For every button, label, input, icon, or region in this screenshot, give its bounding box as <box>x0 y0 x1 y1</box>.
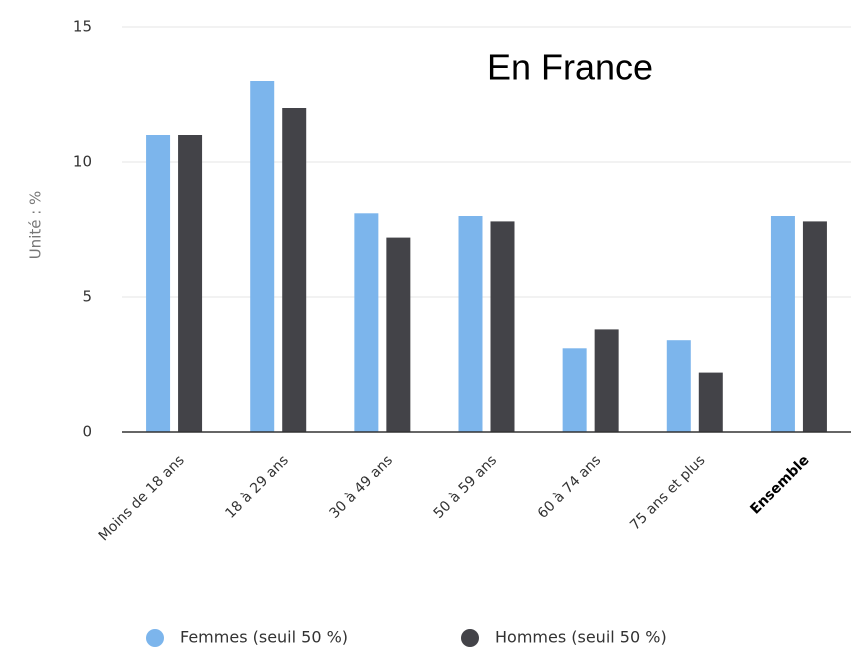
x-tick-label: 50 à 59 ans <box>431 452 501 522</box>
x-tick-label: Ensemble <box>747 452 812 517</box>
bar <box>178 135 203 432</box>
x-tick-label: 18 à 29 ans <box>222 452 292 522</box>
legend-marker <box>146 629 164 647</box>
bar <box>146 135 171 432</box>
bar <box>282 108 307 432</box>
bar <box>250 81 275 432</box>
bar <box>698 372 723 432</box>
x-tick-label: 60 à 74 ans <box>535 452 605 522</box>
x-tick-label: 30 à 49 ans <box>326 452 396 522</box>
bar <box>386 237 411 432</box>
bar <box>562 348 587 432</box>
bar <box>802 221 827 432</box>
bar <box>354 213 379 432</box>
chart-title: En France <box>487 47 653 88</box>
bar <box>490 221 515 432</box>
y-axis-label: Unité : % <box>27 191 45 260</box>
legend-marker <box>461 629 479 647</box>
bar <box>666 340 691 432</box>
x-tick-label: Moins de 18 ans <box>96 452 188 544</box>
legend-label: Hommes (seuil 50 %) <box>495 628 667 647</box>
y-tick-label: 10 <box>73 153 92 171</box>
y-tick-label: 5 <box>82 288 92 306</box>
y-tick-label: 15 <box>73 18 92 36</box>
bar <box>594 329 619 432</box>
bar <box>770 216 795 432</box>
y-tick-label: 0 <box>82 423 92 441</box>
x-tick-label: 75 ans et plus <box>627 452 708 533</box>
legend-label: Femmes (seuil 50 %) <box>180 628 348 647</box>
bar <box>458 216 483 432</box>
